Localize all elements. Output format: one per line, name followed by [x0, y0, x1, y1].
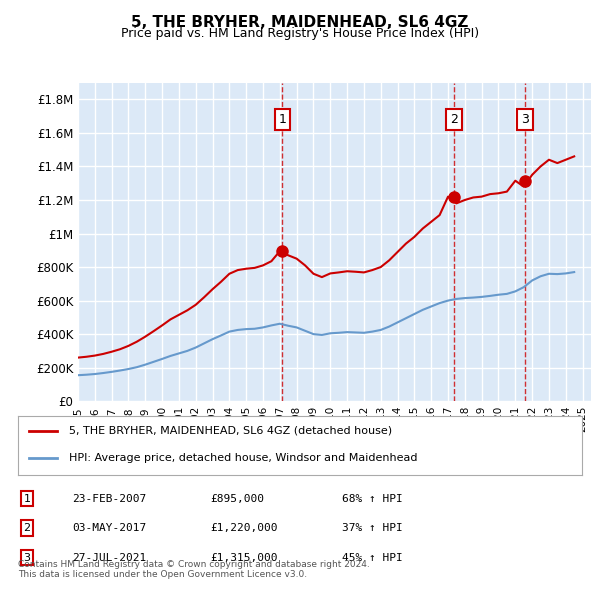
- Text: £895,000: £895,000: [210, 494, 264, 503]
- Text: HPI: Average price, detached house, Windsor and Maidenhead: HPI: Average price, detached house, Wind…: [69, 454, 417, 463]
- Text: 5, THE BRYHER, MAIDENHEAD, SL6 4GZ: 5, THE BRYHER, MAIDENHEAD, SL6 4GZ: [131, 15, 469, 30]
- Text: £1,315,000: £1,315,000: [210, 553, 277, 562]
- Text: 2: 2: [450, 113, 458, 126]
- Text: 1: 1: [278, 113, 286, 126]
- Text: 45% ↑ HPI: 45% ↑ HPI: [342, 553, 403, 562]
- Text: 2: 2: [23, 523, 31, 533]
- Text: 68% ↑ HPI: 68% ↑ HPI: [342, 494, 403, 503]
- Text: 03-MAY-2017: 03-MAY-2017: [72, 523, 146, 533]
- Text: 1: 1: [23, 494, 31, 503]
- Text: Contains HM Land Registry data © Crown copyright and database right 2024.
This d: Contains HM Land Registry data © Crown c…: [18, 560, 370, 579]
- Text: 3: 3: [23, 553, 31, 562]
- Text: 5, THE BRYHER, MAIDENHEAD, SL6 4GZ (detached house): 5, THE BRYHER, MAIDENHEAD, SL6 4GZ (deta…: [69, 426, 392, 435]
- Text: £1,220,000: £1,220,000: [210, 523, 277, 533]
- Text: Price paid vs. HM Land Registry's House Price Index (HPI): Price paid vs. HM Land Registry's House …: [121, 27, 479, 40]
- Text: 3: 3: [521, 113, 529, 126]
- Text: 27-JUL-2021: 27-JUL-2021: [72, 553, 146, 562]
- Text: 23-FEB-2007: 23-FEB-2007: [72, 494, 146, 503]
- Text: 37% ↑ HPI: 37% ↑ HPI: [342, 523, 403, 533]
